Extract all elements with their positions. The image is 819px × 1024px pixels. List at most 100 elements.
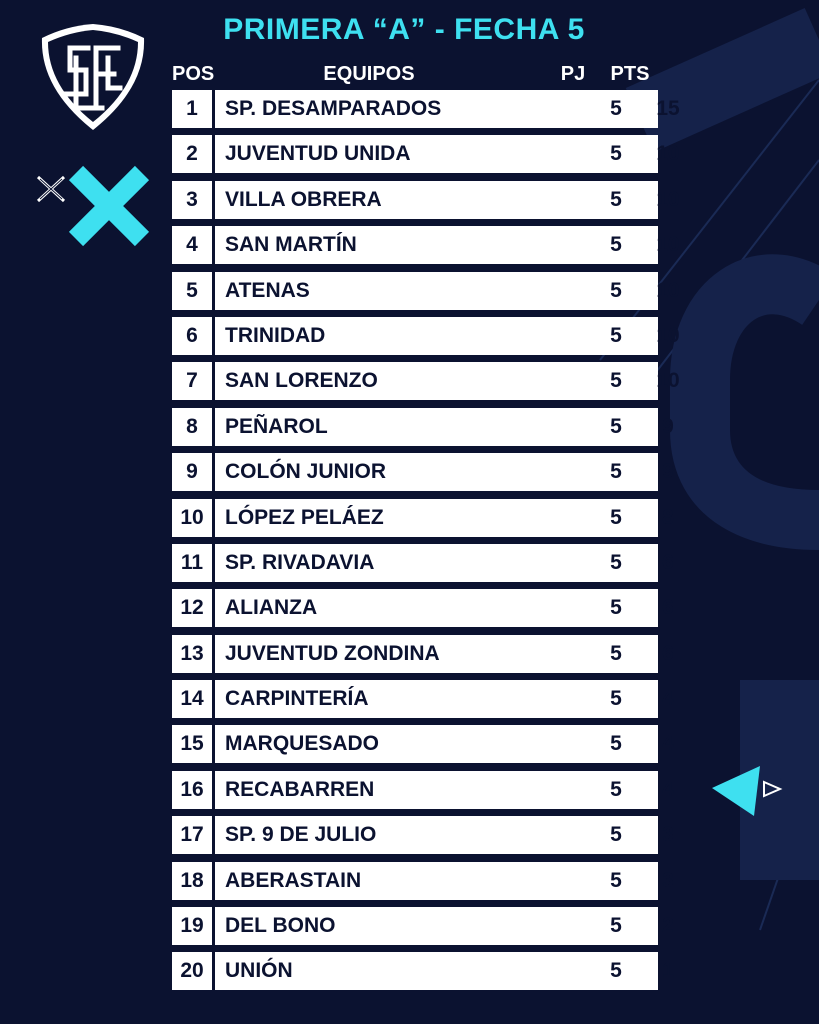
played-cell: 5 [610, 914, 622, 938]
position-cell: 3 [172, 180, 212, 219]
team-row-body: TRINIDAD 5 10 [215, 316, 680, 355]
played-cell: 5 [610, 959, 622, 983]
points-cell: 9 [662, 414, 674, 438]
played-cell: 5 [610, 777, 622, 801]
played-cell: 5 [610, 550, 622, 574]
position-cell: 5 [172, 271, 212, 310]
team-name: ALIANZA [225, 596, 318, 620]
points-cell: 6 [662, 550, 674, 574]
points-cell: 3 [662, 868, 674, 892]
points-cell: 10 [656, 187, 680, 211]
league-crest-icon [41, 24, 145, 130]
team-row-body: SP. DESAMPARADOS 5 15 [215, 90, 680, 128]
table-body: 1 SP. DESAMPARADOS 5 15 2 JUVENTUD UNIDA 5 10 3 V… [172, 90, 680, 991]
team-row-body: RECABARREN 5 4 [215, 770, 674, 809]
points-cell: 10 [656, 323, 680, 347]
position-cell: 2 [172, 135, 212, 174]
team-row-body: CARPINTERÍA 5 4 [215, 680, 674, 719]
team-name: DEL BONO [225, 914, 336, 938]
small-x-icon [36, 175, 66, 203]
points-cell: 6 [662, 596, 674, 620]
position-cell: 13 [172, 634, 212, 673]
standings-table: POS EQUIPOS PJ PTS 1 SP. DESAMPARADOS 5 1 5 2… [172, 58, 680, 998]
team-name: JUVENTUD UNIDA [225, 142, 411, 166]
team-row-body: COLÓN JUNIOR 5 9 [215, 453, 674, 492]
position-cell: 18 [172, 861, 212, 900]
table-row: 5 ATENAS 5 10 [172, 271, 680, 310]
table-row: 16 RECABARREN 5 4 [172, 770, 674, 809]
table-row: 19 DEL BONO 5 2 [172, 907, 674, 946]
position-cell: 8 [172, 407, 212, 446]
table-row: 7 SAN LORENZO 5 10 [172, 362, 680, 401]
position-cell: 19 [172, 907, 212, 946]
points-cell: 2 [662, 914, 674, 938]
position-cell: 10 [172, 498, 212, 537]
played-cell: 5 [610, 641, 622, 665]
team-name: LÓPEZ PELÁEZ [225, 505, 384, 529]
points-cell: 10 [656, 369, 680, 393]
points-cell: 10 [656, 233, 680, 257]
table-row: 11 SP. RIVADAVIA 5 6 [172, 543, 674, 582]
header-pts: PTS [610, 63, 650, 85]
team-row-body: JUVENTUD ZONDINA 5 6 [215, 634, 674, 673]
team-name: JUVENTUD ZONDINA [225, 641, 440, 665]
position-cell: 9 [172, 453, 212, 492]
played-cell: 5 [610, 687, 622, 711]
played-cell: 5 [610, 278, 622, 302]
team-row-body: SP. 9 DE JULIO 5 3 [215, 816, 674, 855]
team-name: SP. RIVADAVIA [225, 550, 375, 574]
position-cell: 17 [172, 816, 212, 855]
position-cell: 12 [172, 589, 212, 628]
team-row-body: SAN LORENZO 5 10 [215, 362, 680, 401]
team-name: SAN MARTÍN [225, 233, 357, 257]
team-name: PEÑAROL [225, 414, 328, 438]
table-header: POS EQUIPOS PJ PTS [172, 58, 658, 90]
team-row-body: LÓPEZ PELÁEZ 5 8 [215, 498, 674, 537]
position-cell: 7 [172, 362, 212, 401]
header-pos: POS [172, 63, 215, 85]
team-name: SP. DESAMPARADOS [225, 97, 442, 120]
table-row: 12 ALIANZA 5 6 [172, 589, 674, 628]
played-cell: 5 [610, 369, 622, 393]
played-cell: 5 [610, 97, 622, 120]
table-row: 17 SP. 9 DE JULIO 5 3 [172, 816, 674, 855]
team-name: MARQUESADO [225, 732, 380, 756]
points-cell: 3 [662, 823, 674, 847]
position-cell: 11 [172, 543, 212, 582]
team-name: RECABARREN [225, 777, 375, 801]
team-row-body: UNIÓN 5 1 [215, 952, 674, 991]
position-cell: 6 [172, 316, 212, 355]
played-cell: 5 [610, 505, 622, 529]
played-cell: 5 [610, 233, 622, 257]
points-cell: 9 [662, 460, 674, 484]
team-row-body: ATENAS 5 10 [215, 271, 680, 310]
points-cell: 10 [656, 142, 680, 166]
played-cell: 5 [610, 142, 622, 166]
played-cell: 5 [610, 187, 622, 211]
table-row: 2 JUVENTUD UNIDA 5 10 [172, 135, 680, 174]
table-row: 6 TRINIDAD 5 10 [172, 316, 680, 355]
table-row: 3 VILLA OBRERA 5 10 [172, 180, 680, 219]
team-name: ATENAS [225, 278, 310, 302]
table-row: 8 PEÑAROL 5 9 [172, 407, 674, 446]
played-cell: 5 [610, 460, 622, 484]
points-cell: 1 [662, 959, 674, 983]
played-cell: 5 [610, 732, 622, 756]
team-row-body: JUVENTUD UNIDA 5 10 [215, 135, 680, 174]
table-row: 10 LÓPEZ PELÁEZ 5 8 [172, 498, 674, 537]
team-row-body: VILLA OBRERA 5 10 [215, 180, 680, 219]
played-cell: 5 [610, 414, 622, 438]
team-name: SAN LORENZO [225, 369, 378, 393]
table-row: 15 MARQUESADO 5 4 [172, 725, 674, 764]
points-cell: 10 [656, 278, 680, 302]
points-cell: 8 [662, 505, 674, 529]
points-cell: 4 [662, 777, 674, 801]
table-row: 18 ABERASTAIN 5 3 [172, 861, 674, 900]
position-cell: 1 [172, 90, 212, 128]
points-cell: 4 [662, 732, 674, 756]
team-name: UNIÓN [225, 959, 293, 983]
points-cell: 6 [662, 641, 674, 665]
team-name: VILLA OBRERA [225, 187, 382, 211]
played-cell: 5 [610, 823, 622, 847]
team-row-body: DEL BONO 5 2 [215, 907, 674, 946]
